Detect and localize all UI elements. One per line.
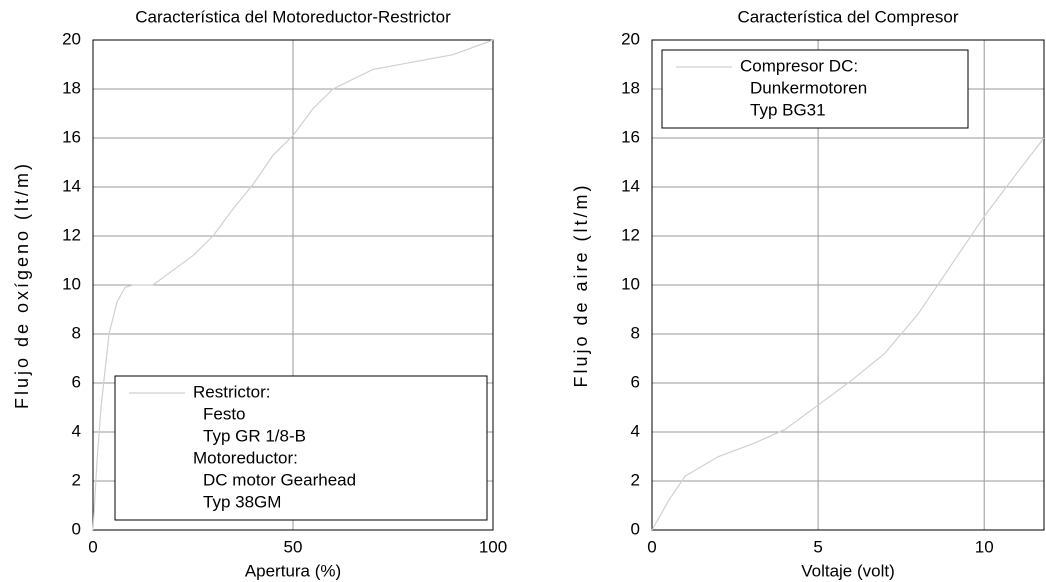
x-tick-label: 50 xyxy=(284,537,303,556)
y-tick-label: 8 xyxy=(72,323,81,342)
y-axis-label: Flujo de aire (lt/m) xyxy=(571,182,591,387)
legend-label: Dunkermotoren xyxy=(750,78,867,97)
y-tick-label: 8 xyxy=(631,323,640,342)
y-tick-label: 0 xyxy=(72,519,81,538)
y-tick-label: 2 xyxy=(631,470,640,489)
x-axis-label: Voltaje (volt) xyxy=(801,561,895,580)
y-tick-label: 4 xyxy=(72,421,81,440)
y-tick-label: 18 xyxy=(62,78,81,97)
legend-label: Motoreductor: xyxy=(193,448,298,467)
axes-frame xyxy=(651,39,1045,531)
axes-frame xyxy=(92,39,494,531)
legend-label: Restrictor: xyxy=(193,382,270,401)
y-tick-label: 14 xyxy=(62,176,81,195)
y-tick-label: 20 xyxy=(621,29,640,48)
x-tick-label: 0 xyxy=(88,537,97,556)
x-axis-label: Apertura (%) xyxy=(245,561,341,580)
y-tick-label: 10 xyxy=(62,274,81,293)
legend-label: Festo xyxy=(203,404,246,423)
y-tick-label: 18 xyxy=(621,78,640,97)
y-tick-label: 0 xyxy=(631,519,640,538)
x-tick-label: 5 xyxy=(813,537,822,556)
x-tick-label: 10 xyxy=(975,537,994,556)
y-tick-label: 6 xyxy=(72,372,81,391)
legend-label: Typ 38GM xyxy=(203,492,281,511)
y-tick-label: 10 xyxy=(621,274,640,293)
legend-box xyxy=(661,49,969,129)
y-tick-label: 20 xyxy=(62,29,81,48)
y-axis-label: Flujo de oxígeno (lt/m) xyxy=(12,161,32,409)
legend-label: Typ BG31 xyxy=(750,100,826,119)
x-tick-label: 100 xyxy=(479,537,507,556)
y-tick-label: 4 xyxy=(631,421,640,440)
legend-label: Compresor DC: xyxy=(740,56,858,75)
legend-box xyxy=(114,375,488,521)
y-tick-label: 14 xyxy=(621,176,640,195)
y-tick-label: 6 xyxy=(631,372,640,391)
y-tick-label: 12 xyxy=(62,225,81,244)
x-tick-label: 0 xyxy=(647,537,656,556)
chart-title: Característica del Compresor xyxy=(737,7,958,26)
y-tick-label: 2 xyxy=(72,470,81,489)
data-line xyxy=(92,39,494,531)
y-tick-label: 16 xyxy=(62,127,81,146)
chart-title: Característica del Motoreductor-Restrict… xyxy=(135,7,451,26)
legend-label: DC motor Gearhead xyxy=(203,470,356,489)
data-line xyxy=(651,137,1045,531)
y-tick-label: 16 xyxy=(621,127,640,146)
legend-label: Typ GR 1/8-B xyxy=(203,426,306,445)
y-tick-label: 12 xyxy=(621,225,640,244)
